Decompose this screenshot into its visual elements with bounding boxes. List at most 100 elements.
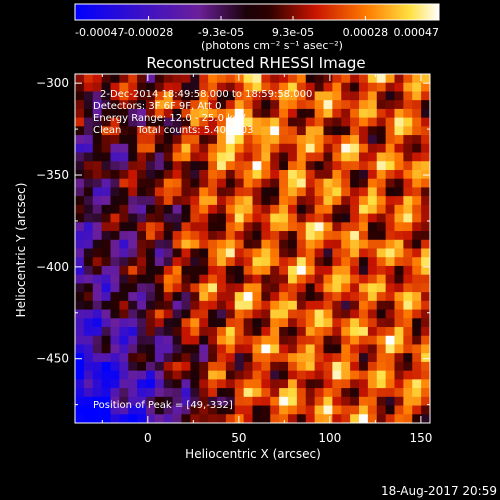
heatmap-cell bbox=[137, 335, 147, 345]
heatmap-cell bbox=[154, 388, 165, 398]
heatmap-cell bbox=[119, 161, 129, 171]
heatmap-cell bbox=[296, 396, 307, 406]
heatmap-cell bbox=[421, 204, 431, 215]
heatmap-cell bbox=[261, 370, 271, 380]
heatmap-cell bbox=[385, 91, 395, 101]
heatmap-cell bbox=[288, 335, 298, 345]
heatmap-cell bbox=[341, 248, 351, 258]
heatmap-cell bbox=[421, 379, 431, 389]
heatmap-cell bbox=[332, 283, 342, 293]
heatmap-cell bbox=[323, 204, 333, 215]
heatmap-cell bbox=[172, 292, 182, 302]
heatmap-cell bbox=[270, 335, 280, 345]
heatmap-cell bbox=[279, 204, 289, 215]
heatmap-cell bbox=[154, 108, 165, 119]
heatmap-cell bbox=[154, 187, 165, 197]
y-axis-label: Heliocentric Y (arcsec) bbox=[14, 183, 28, 318]
heatmap-cell bbox=[119, 318, 129, 328]
heatmap-cell bbox=[163, 318, 174, 328]
heatmap-cell bbox=[75, 231, 85, 241]
heatmap-cell bbox=[314, 414, 324, 424]
heatmap-cell bbox=[350, 292, 360, 302]
heatmap-cell bbox=[163, 396, 174, 406]
heatmap-cell bbox=[350, 344, 360, 354]
heatmap-cell bbox=[288, 414, 298, 424]
heatmap-cell bbox=[332, 344, 342, 354]
heatmap-cell bbox=[208, 82, 218, 92]
heatmap-cell bbox=[146, 126, 156, 136]
heatmap-cell bbox=[75, 300, 85, 310]
heatmap-cell bbox=[385, 309, 395, 319]
heatmap-cell bbox=[332, 74, 342, 84]
heatmap-cell bbox=[367, 327, 378, 337]
heatmap-cell bbox=[403, 204, 413, 215]
heatmap-cell bbox=[314, 396, 324, 406]
heatmap-cell bbox=[181, 178, 191, 188]
heatmap-cell bbox=[190, 108, 200, 119]
heatmap-cell bbox=[154, 213, 165, 223]
heatmap-cell bbox=[323, 265, 333, 276]
heatmap-cell bbox=[350, 318, 360, 328]
heatmap-cell bbox=[305, 196, 316, 206]
heatmap-cell bbox=[394, 222, 404, 232]
heatmap-cell bbox=[252, 361, 262, 372]
heatmap-cell bbox=[110, 187, 120, 197]
heatmap-cell bbox=[367, 309, 378, 319]
heatmap-cell bbox=[172, 204, 182, 215]
heatmap-cell bbox=[217, 283, 227, 293]
heatmap-cell bbox=[225, 274, 236, 284]
heatmap-cell bbox=[128, 414, 138, 424]
heatmap-cell bbox=[314, 152, 324, 162]
heatmap-cell bbox=[403, 388, 413, 398]
heatmap-cell bbox=[288, 187, 298, 197]
annotation-energy-range: Energy Range: 12.0 - 25.0 keV bbox=[93, 113, 246, 124]
heatmap-cell bbox=[261, 82, 271, 92]
heatmap-cell bbox=[225, 344, 236, 354]
heatmap-cell bbox=[119, 169, 129, 180]
heatmap-cell bbox=[341, 388, 351, 398]
heatmap-cell bbox=[137, 292, 147, 302]
heatmap-cell bbox=[252, 318, 262, 328]
heatmap-cell bbox=[110, 257, 120, 267]
heatmap-cell bbox=[243, 265, 253, 276]
heatmap-cell bbox=[83, 248, 94, 258]
heatmap-cell bbox=[341, 196, 351, 206]
heatmap-cell bbox=[190, 204, 200, 215]
heatmap-cell bbox=[350, 143, 360, 153]
heatmap-cell bbox=[261, 204, 271, 215]
heatmap-cell bbox=[403, 274, 413, 284]
heatmap-cell bbox=[279, 257, 289, 267]
heatmap-cell bbox=[137, 117, 147, 127]
heatmap-cell bbox=[421, 187, 431, 197]
heatmap-cell bbox=[110, 196, 120, 206]
heatmap-cell bbox=[350, 169, 360, 180]
heatmap-cell bbox=[137, 187, 147, 197]
heatmap-cell bbox=[341, 414, 351, 424]
heatmap-cell bbox=[83, 405, 94, 415]
heatmap-cell bbox=[190, 353, 200, 363]
colorbar-tick-label: 0.00047 bbox=[394, 26, 440, 39]
heatmap-cell bbox=[146, 405, 156, 415]
heatmap-cell bbox=[92, 327, 103, 337]
heatmap-cell bbox=[350, 370, 360, 380]
heatmap-cell bbox=[101, 108, 111, 119]
heatmap-cell bbox=[367, 274, 378, 284]
heatmap-cell bbox=[75, 152, 85, 162]
heatmap-cell bbox=[181, 135, 191, 145]
heatmap-cell bbox=[421, 117, 431, 127]
heatmap-cell bbox=[296, 274, 307, 284]
heatmap-cell bbox=[243, 309, 253, 319]
heatmap-cell bbox=[128, 239, 138, 249]
heatmap-cell bbox=[359, 231, 369, 241]
heatmap-cell bbox=[367, 82, 378, 92]
heatmap-cell bbox=[376, 274, 387, 284]
heatmap-cell bbox=[128, 370, 138, 380]
heatmap-cell bbox=[385, 74, 395, 84]
heatmap-cell bbox=[252, 231, 262, 241]
heatmap-cell bbox=[128, 117, 138, 127]
heatmap-cell bbox=[154, 265, 165, 276]
heatmap-cell bbox=[376, 353, 387, 363]
heatmap-cell bbox=[359, 108, 369, 119]
heatmap-cell bbox=[181, 370, 191, 380]
heatmap-cell bbox=[270, 370, 280, 380]
